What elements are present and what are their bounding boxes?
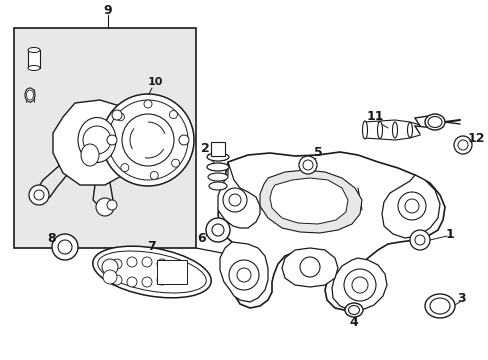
Circle shape xyxy=(121,163,129,172)
Circle shape xyxy=(108,100,187,180)
Circle shape xyxy=(228,260,259,290)
Circle shape xyxy=(180,136,187,144)
Text: 7: 7 xyxy=(147,239,156,252)
Circle shape xyxy=(171,159,179,167)
Ellipse shape xyxy=(28,48,40,53)
Circle shape xyxy=(179,135,189,145)
Circle shape xyxy=(223,188,246,212)
Circle shape xyxy=(127,257,137,267)
Circle shape xyxy=(52,234,78,260)
Circle shape xyxy=(127,277,137,287)
Circle shape xyxy=(83,126,111,154)
Ellipse shape xyxy=(206,153,228,161)
Circle shape xyxy=(228,194,241,206)
Ellipse shape xyxy=(207,173,227,181)
Ellipse shape xyxy=(206,163,228,171)
Circle shape xyxy=(299,257,319,277)
Circle shape xyxy=(112,259,122,269)
Ellipse shape xyxy=(362,121,367,139)
Circle shape xyxy=(157,275,167,285)
Circle shape xyxy=(122,114,174,166)
Ellipse shape xyxy=(345,303,362,317)
Ellipse shape xyxy=(424,114,444,130)
Circle shape xyxy=(414,235,424,245)
Circle shape xyxy=(112,110,122,120)
Circle shape xyxy=(157,259,167,269)
Polygon shape xyxy=(218,162,260,228)
Circle shape xyxy=(107,135,117,145)
Circle shape xyxy=(34,190,44,200)
Circle shape xyxy=(112,275,122,285)
Circle shape xyxy=(116,113,124,121)
Circle shape xyxy=(142,277,152,287)
Ellipse shape xyxy=(93,246,211,298)
Text: 3: 3 xyxy=(457,292,466,305)
Ellipse shape xyxy=(78,117,116,162)
Circle shape xyxy=(102,94,194,186)
Ellipse shape xyxy=(429,298,449,314)
Ellipse shape xyxy=(98,251,206,293)
Text: 12: 12 xyxy=(467,131,484,144)
Circle shape xyxy=(108,136,116,144)
Text: 4: 4 xyxy=(349,315,358,328)
Circle shape xyxy=(409,230,429,250)
Polygon shape xyxy=(282,248,337,287)
Circle shape xyxy=(397,192,425,220)
Polygon shape xyxy=(220,242,267,302)
Text: 11: 11 xyxy=(366,109,383,122)
Ellipse shape xyxy=(348,306,359,315)
Circle shape xyxy=(107,200,117,210)
Circle shape xyxy=(29,185,49,205)
Ellipse shape xyxy=(208,182,226,190)
Bar xyxy=(157,260,186,284)
Circle shape xyxy=(453,136,471,154)
Circle shape xyxy=(58,240,72,254)
Ellipse shape xyxy=(407,122,412,138)
Bar xyxy=(210,142,224,156)
Circle shape xyxy=(404,199,418,213)
Ellipse shape xyxy=(26,90,34,100)
Text: 9: 9 xyxy=(103,4,112,17)
Circle shape xyxy=(303,160,312,170)
Circle shape xyxy=(103,270,117,284)
Text: 8: 8 xyxy=(48,231,56,244)
Ellipse shape xyxy=(377,122,382,139)
Ellipse shape xyxy=(427,117,441,127)
Circle shape xyxy=(298,156,316,174)
Text: 1: 1 xyxy=(445,228,453,240)
Circle shape xyxy=(457,140,467,150)
Circle shape xyxy=(169,272,179,282)
Text: 5: 5 xyxy=(313,145,322,158)
Circle shape xyxy=(169,262,179,272)
Ellipse shape xyxy=(28,66,40,71)
Circle shape xyxy=(102,259,118,275)
Polygon shape xyxy=(269,178,347,224)
Circle shape xyxy=(96,198,114,216)
Bar xyxy=(28,50,40,68)
Circle shape xyxy=(351,277,367,293)
Circle shape xyxy=(143,100,152,108)
Polygon shape xyxy=(53,100,137,185)
Ellipse shape xyxy=(25,88,35,102)
Ellipse shape xyxy=(424,294,454,318)
Text: 6: 6 xyxy=(197,231,206,244)
Ellipse shape xyxy=(392,122,397,138)
Polygon shape xyxy=(331,258,386,310)
Circle shape xyxy=(212,224,224,236)
Text: 10: 10 xyxy=(147,77,163,87)
Ellipse shape xyxy=(81,144,99,166)
Polygon shape xyxy=(381,175,439,238)
Circle shape xyxy=(237,268,250,282)
Circle shape xyxy=(142,257,152,267)
Bar xyxy=(14,28,196,248)
Text: 2: 2 xyxy=(200,141,209,154)
Circle shape xyxy=(205,218,229,242)
Polygon shape xyxy=(133,133,164,155)
Circle shape xyxy=(343,269,375,301)
Circle shape xyxy=(150,171,158,179)
Circle shape xyxy=(169,111,177,118)
Polygon shape xyxy=(218,152,444,310)
Polygon shape xyxy=(260,170,361,233)
